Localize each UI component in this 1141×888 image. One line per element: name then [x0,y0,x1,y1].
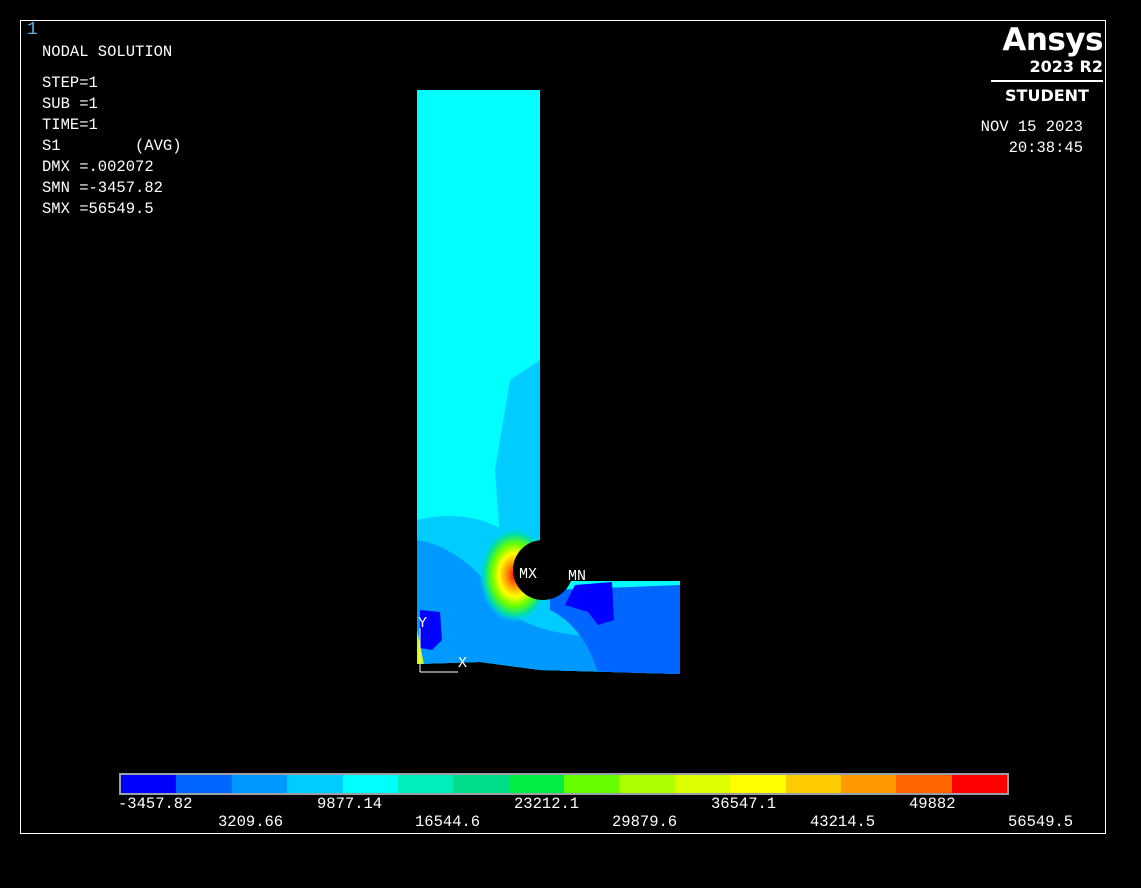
time-label: TIME=1 [42,116,98,134]
legend-label-top-2: 9877.14 [317,795,383,813]
legend-swatch-9 [564,775,620,793]
legend-label-top-5: 49882 [909,795,956,813]
legend-swatch-11 [674,775,731,793]
legend-label-bottom-1: 3209.66 [218,813,284,831]
legend-swatch-13 [785,775,841,793]
corner-stress-patch [417,630,426,674]
y-axis-label: Y [418,615,427,632]
min-marker: MN [568,568,586,585]
brand-divider [991,80,1103,82]
legend-swatch-10 [619,775,675,793]
smn-label: SMN =-3457.82 [42,179,163,197]
legend-label-bottom-2: 16544.6 [415,813,481,831]
legend-swatch-12 [730,775,786,793]
legend-swatch-15 [896,775,952,793]
quantity-label: S1 (AVG) [42,137,182,155]
ansys-logo: Ansys [1002,22,1103,58]
graphics-window-frame [20,20,1106,834]
smx-label: SMX =56549.5 [42,200,154,218]
min-stress-region [565,582,614,625]
version-label: 2023 R2 [1029,57,1103,76]
x-axis-label: X [458,655,467,672]
time-stamp-label: 20:38:45 [1008,139,1083,157]
substep-label: SUB =1 [42,95,98,113]
legend-label-bottom-4: 43214.5 [810,813,876,831]
legend-label-bottom-5: 56549.5 [1008,813,1074,831]
legend-label-top-4: 36547.1 [711,795,777,813]
ansys-brand: Ansys 2023 R2 STUDENT [991,22,1104,105]
legend-swatch-7 [453,775,509,793]
legend-label-bottom-3: 29879.6 [612,813,678,831]
contour-band-upper [495,360,540,540]
date-label: NOV 15 2023 [980,118,1083,136]
legend-swatch-5 [342,775,398,793]
legend-swatch-2 [176,775,232,793]
legend-swatch-14 [840,775,897,793]
legend-label-top-1: -3457.82 [118,795,193,813]
contour-legend-bar [119,773,1009,795]
legend-swatch-8 [508,775,564,793]
edition-label: STUDENT [1005,86,1089,105]
legend-swatch-6 [397,775,454,793]
legend-swatch-1 [121,775,177,793]
legend-swatch-16 [951,775,1007,793]
window-number: 1 [27,20,38,40]
plot-title: NODAL SOLUTION [42,43,173,61]
hole [513,540,573,600]
dmx-label: DMX =.002072 [42,158,154,176]
legend-label-top-3: 23212.1 [514,795,580,813]
legend-swatch-3 [231,775,288,793]
max-marker: MX [519,566,537,583]
step-label: STEP=1 [42,74,98,92]
min-stress-region-left [420,610,442,650]
legend-swatch-4 [287,775,343,793]
